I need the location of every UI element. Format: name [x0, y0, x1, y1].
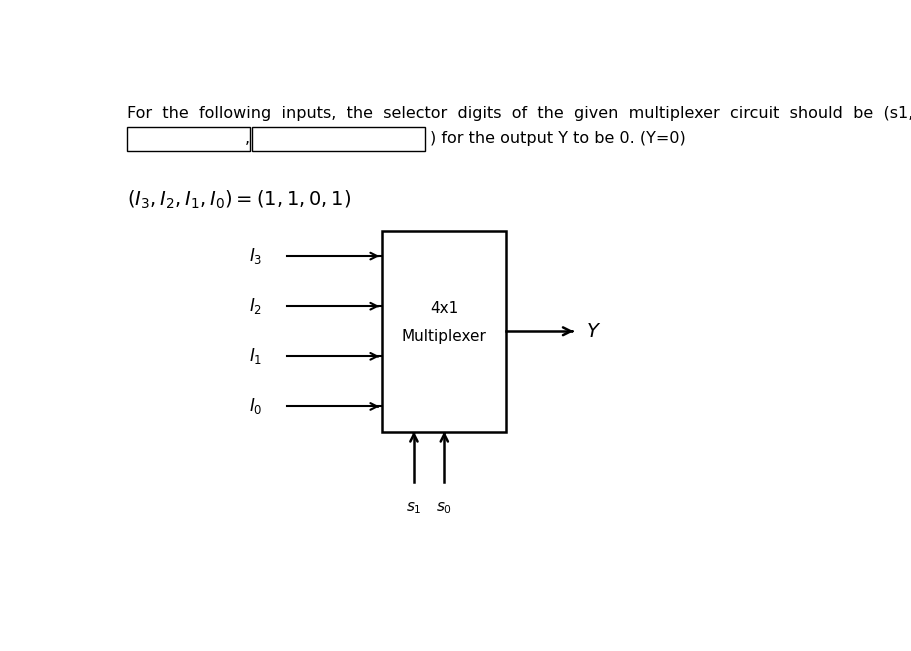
Text: 4x1: 4x1 [430, 301, 458, 316]
Text: $I_{0}$: $I_{0}$ [249, 396, 262, 417]
Text: ,: , [245, 132, 251, 146]
Text: $s_0$: $s_0$ [436, 501, 453, 516]
Text: ) for the output Y to be 0. (Y=0): ) for the output Y to be 0. (Y=0) [430, 132, 686, 146]
Text: $I_{2}$: $I_{2}$ [249, 296, 262, 316]
Text: Multiplexer: Multiplexer [402, 329, 486, 344]
Bar [252, 127, 425, 151]
Text: $s_1$: $s_1$ [406, 501, 422, 516]
Text: $(I_3, I_2, I_1, I_0) = (1, 1, 0, 1)$: $(I_3, I_2, I_1, I_0) = (1, 1, 0, 1)$ [127, 188, 351, 211]
Text: $I_{3}$: $I_{3}$ [249, 246, 262, 266]
Bar [383, 231, 506, 432]
Text: $I_{1}$: $I_{1}$ [249, 346, 262, 367]
Bar [127, 127, 251, 151]
Text: For  the  following  inputs,  the  selector  digits  of  the  given  multiplexer: For the following inputs, the selector d… [127, 105, 911, 120]
Text: Y: Y [587, 322, 599, 340]
